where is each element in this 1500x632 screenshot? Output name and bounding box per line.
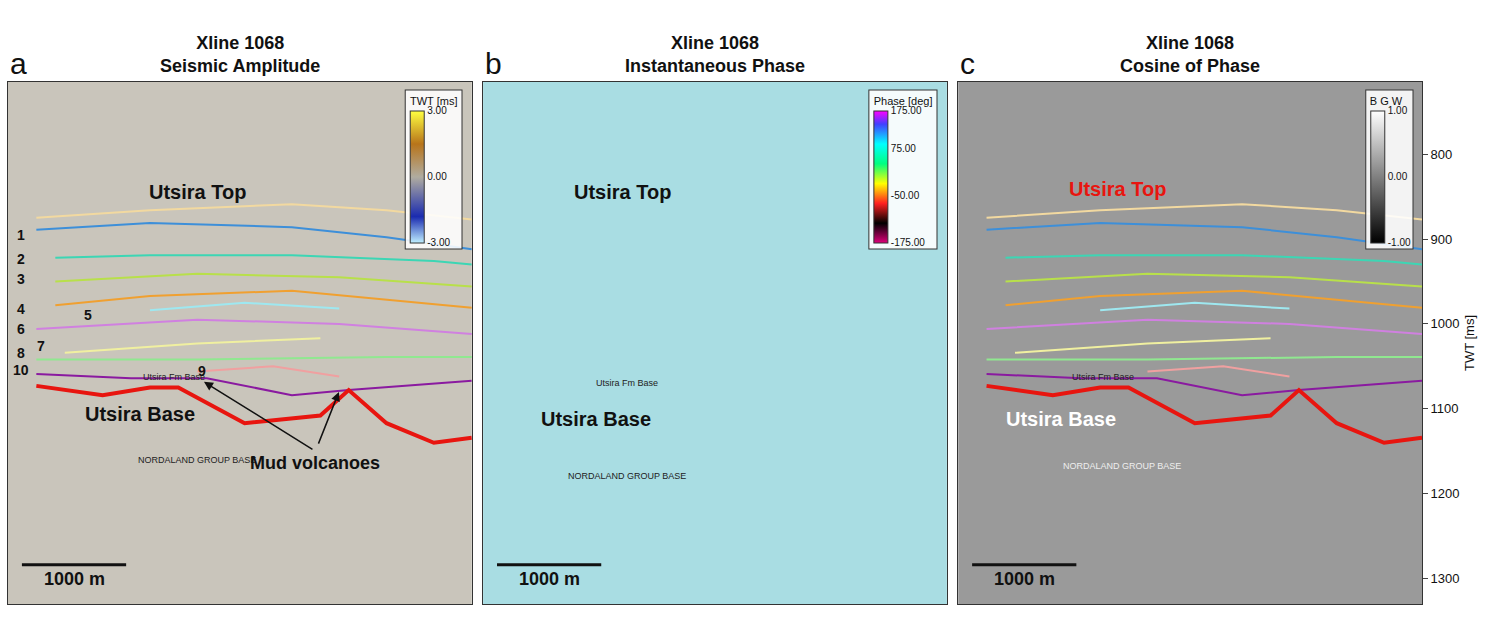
svg-text:TWT [ms]: TWT [ms] [410,95,457,107]
svg-text:3: 3 [17,271,25,287]
svg-text:1: 1 [17,227,25,243]
svg-text:1000: 1000 [1431,316,1460,331]
svg-text:2: 2 [17,251,25,267]
svg-text:5: 5 [84,307,92,323]
svg-text:1.00: 1.00 [1388,105,1408,116]
svg-text:NORDALAND GROUP BASE: NORDALAND GROUP BASE [1063,461,1181,471]
svg-text:Utsira Base: Utsira Base [541,408,651,430]
svg-text:TWT [ms]: TWT [ms] [1462,315,1477,371]
svg-text:1300: 1300 [1431,571,1460,586]
svg-text:Phase [deg]: Phase [deg] [874,95,933,107]
svg-text:1000 m: 1000 m [994,569,1055,589]
svg-text:Utsira Base: Utsira Base [1006,408,1116,430]
svg-text:1100: 1100 [1431,401,1459,416]
svg-text:Utsira Fm Base: Utsira Fm Base [1072,372,1134,382]
svg-text:Utsira Top: Utsira Top [1069,178,1166,200]
svg-text:900: 900 [1431,232,1453,247]
svg-text:1000 m: 1000 m [44,569,105,589]
svg-text:a: a [10,47,27,80]
svg-text:Utsira Fm Base: Utsira Fm Base [596,378,658,388]
svg-text:Xline 1068Instantaneous Phase: Xline 1068Instantaneous Phase [625,33,805,76]
svg-text:7: 7 [37,338,45,354]
svg-text:175.00: 175.00 [891,105,922,116]
svg-text:Utsira Base: Utsira Base [85,403,195,425]
svg-text:4: 4 [17,301,25,317]
svg-text:B G W: B G W [1370,95,1403,107]
svg-text:c: c [960,47,975,80]
svg-text:-50.00: -50.00 [891,190,920,201]
svg-text:NORDALAND GROUP BASE: NORDALAND GROUP BASE [138,455,256,465]
svg-text:NORDALAND GROUP BASE: NORDALAND GROUP BASE [568,471,686,481]
svg-text:-175.00: -175.00 [891,237,925,248]
svg-text:10: 10 [13,362,29,378]
svg-text:3.00: 3.00 [427,105,447,116]
svg-text:1000 m: 1000 m [519,569,580,589]
svg-text:-1.00: -1.00 [1388,237,1411,248]
svg-text:Mud volcanoes: Mud volcanoes [250,453,380,473]
svg-text:0.00: 0.00 [427,171,447,182]
svg-text:1200: 1200 [1431,486,1460,501]
svg-text:Xline 1068Seismic Amplitude: Xline 1068Seismic Amplitude [160,33,320,76]
svg-text:800: 800 [1431,147,1453,162]
svg-text:Xline 1068Cosine of Phase: Xline 1068Cosine of Phase [1120,33,1260,76]
svg-text:6: 6 [17,321,25,337]
svg-text:Utsira Fm Base: Utsira Fm Base [143,372,205,382]
svg-text:Utsira Top: Utsira Top [149,181,246,203]
svg-text:b: b [485,47,502,80]
svg-text:0.00: 0.00 [1388,171,1408,182]
svg-text:8: 8 [17,345,25,361]
svg-text:9: 9 [198,363,206,379]
svg-text:75.00: 75.00 [891,143,916,154]
svg-text:Utsira Top: Utsira Top [574,181,671,203]
svg-text:-3.00: -3.00 [427,237,450,248]
